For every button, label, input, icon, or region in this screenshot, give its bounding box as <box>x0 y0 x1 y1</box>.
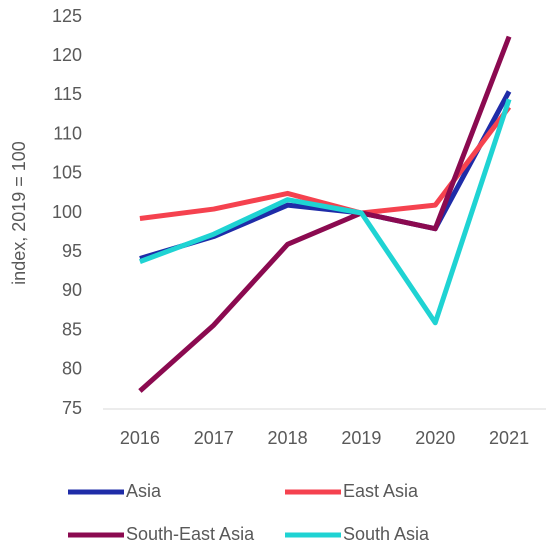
legend-label: South-East Asia <box>126 524 255 544</box>
y-tick-label: 95 <box>62 241 82 261</box>
y-tick-label: 75 <box>62 398 82 418</box>
legend-label: South Asia <box>343 524 430 544</box>
series-line <box>139 98 512 326</box>
y-tick-label: 105 <box>52 163 82 183</box>
legend-label: Asia <box>126 481 162 501</box>
x-tick-label: 2019 <box>341 428 381 448</box>
y-tick-label: 100 <box>52 202 82 222</box>
y-tick-label: 125 <box>52 6 82 26</box>
legend-label: East Asia <box>343 481 419 501</box>
y-tick-label: 80 <box>62 359 82 379</box>
y-tick-label: 90 <box>62 280 82 300</box>
y-tick-label: 85 <box>62 319 82 339</box>
x-tick-label: 2016 <box>120 428 160 448</box>
x-tick-label: 2021 <box>489 428 529 448</box>
y-tick-label: 120 <box>52 45 82 65</box>
x-tick-label: 2017 <box>194 428 234 448</box>
series-line <box>139 105 512 221</box>
x-tick-label: 2020 <box>415 428 455 448</box>
y-tick-label: 115 <box>53 84 82 104</box>
x-tick-label: 2018 <box>268 428 308 448</box>
series-line <box>138 35 512 393</box>
y-axis-label: index, 2019 = 100 <box>9 141 29 285</box>
y-tick-label: 110 <box>53 123 82 143</box>
